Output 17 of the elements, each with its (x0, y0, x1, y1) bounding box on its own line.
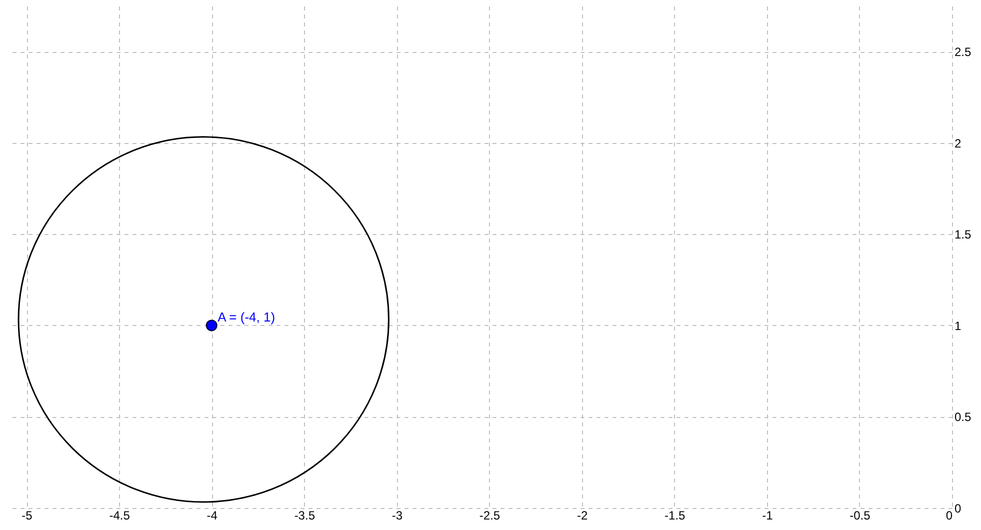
x-tick-label: -2.5 (479, 508, 500, 522)
y-tick-label: 0.5 (954, 410, 972, 424)
x-tick-label: -3.5 (294, 508, 316, 522)
x-tick-label: -4.5 (109, 508, 130, 522)
y-tick-label: 1.5 (954, 228, 972, 242)
y-tick-label: 2 (954, 136, 962, 150)
y-tick-label: 1 (954, 318, 962, 333)
annotation: A = (-4, 1) (218, 309, 276, 324)
y-tick-label: 2.5 (954, 45, 972, 60)
x-tick-label: -2 (576, 508, 588, 522)
x-tick-label: -4 (206, 508, 218, 522)
x-tick-label: -3 (392, 508, 403, 522)
x-tick-label: -5 (22, 508, 33, 522)
x-tick-label: -1 (762, 508, 774, 522)
x-tick-label: -0.5 (850, 508, 871, 522)
x-tick-label: 0 (946, 508, 953, 522)
x-tick-label: -1.5 (664, 508, 686, 522)
